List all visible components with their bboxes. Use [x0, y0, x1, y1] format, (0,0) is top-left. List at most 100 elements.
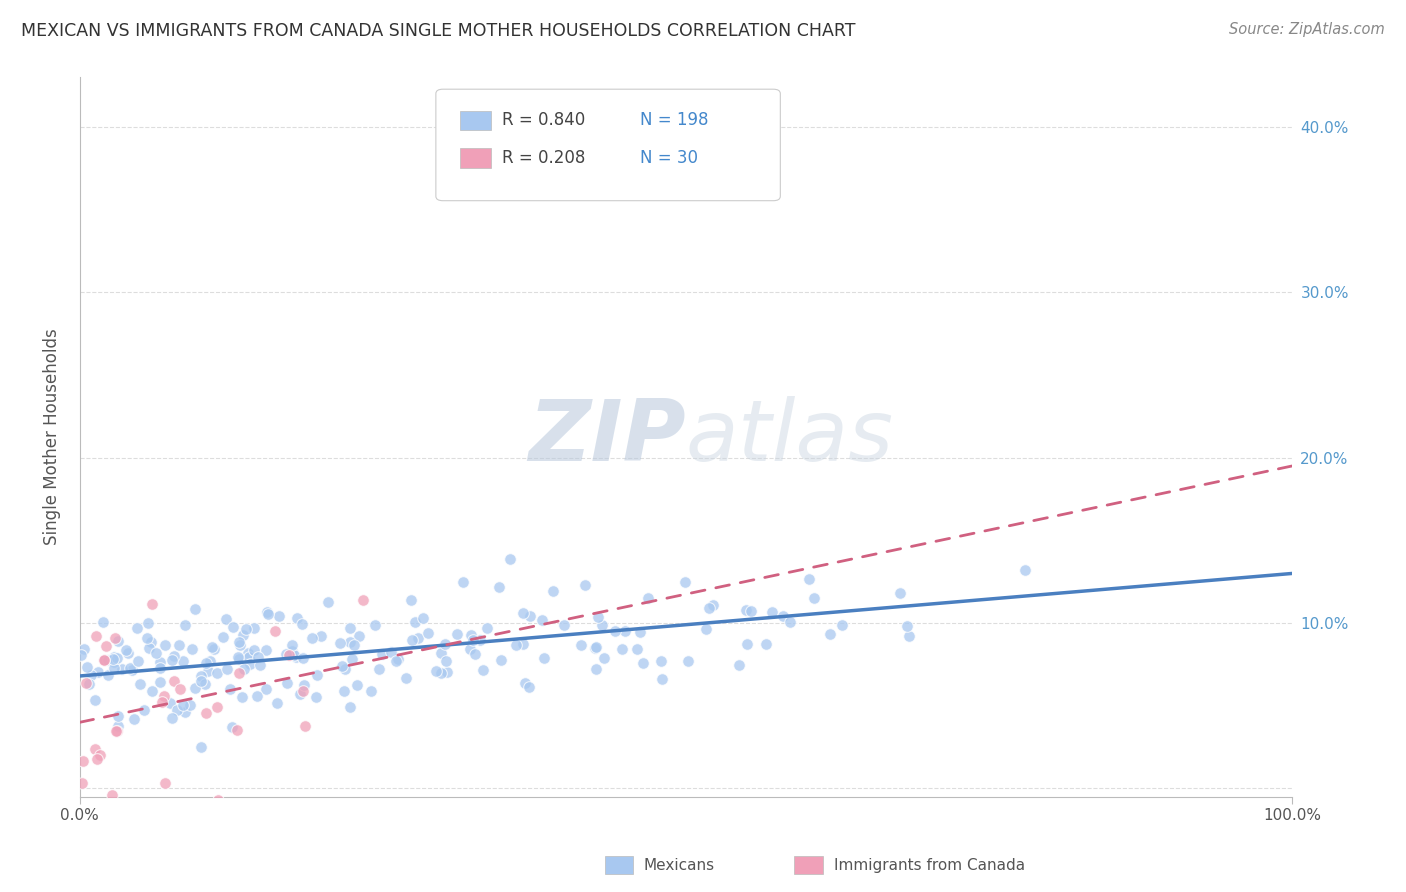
Point [167, 639, 190, 653]
Point [70, 648, 93, 662]
Point [603, 624, 626, 638]
Point [305, 668, 328, 682]
Point [222, 620, 245, 634]
Point [194, 677, 217, 691]
Point [153, 689, 176, 703]
Point [101, 788, 124, 802]
Point [239, 657, 262, 671]
Point [160, 653, 183, 667]
Point [755, 637, 778, 651]
Point [190, 673, 212, 688]
Point [896, 618, 918, 632]
Point [464, 647, 486, 661]
Point [87, 665, 110, 679]
Point [434, 637, 457, 651]
Point [488, 580, 510, 594]
Point [103, 649, 125, 664]
Point [207, 793, 229, 807]
Point [226, 649, 249, 664]
Point [401, 633, 423, 648]
Point [264, 624, 287, 638]
Point [190, 669, 212, 683]
Point [93, 653, 115, 667]
Point [105, 724, 128, 739]
Point [430, 665, 453, 680]
Point [330, 659, 353, 673]
Point [451, 575, 474, 590]
Point [232, 628, 254, 642]
Point [276, 676, 298, 690]
Point [360, 684, 382, 698]
Point [363, 617, 385, 632]
Point [73, 642, 96, 657]
Point [242, 642, 264, 657]
Point [735, 602, 758, 616]
Point [243, 621, 266, 635]
Point [221, 720, 243, 734]
Point [333, 683, 356, 698]
Point [86, 629, 108, 643]
Point [197, 664, 219, 678]
Point [517, 680, 540, 694]
Point [425, 665, 447, 679]
Point [105, 651, 128, 665]
Point [702, 599, 724, 613]
Point [583, 640, 606, 655]
Point [574, 578, 596, 592]
Y-axis label: Single Mother Households: Single Mother Households [44, 328, 60, 545]
Point [283, 648, 305, 662]
Point [735, 637, 758, 651]
Point [491, 652, 513, 666]
Point [101, 651, 124, 665]
Point [254, 643, 277, 657]
Point [195, 656, 218, 670]
Point [215, 662, 238, 676]
Point [269, 608, 291, 623]
Point [613, 624, 636, 638]
Point [593, 651, 616, 665]
Point [401, 593, 423, 607]
Point [77, 677, 100, 691]
Point [406, 632, 429, 646]
Point [676, 654, 699, 668]
Point [533, 651, 555, 665]
Point [316, 595, 339, 609]
Point [115, 643, 138, 657]
Point [797, 572, 820, 586]
Point [651, 673, 673, 687]
Text: R = 0.208: R = 0.208 [502, 149, 585, 167]
Point [610, 641, 633, 656]
Point [218, 682, 240, 697]
Text: Immigrants from Canada: Immigrants from Canada [834, 858, 1025, 872]
Point [339, 635, 361, 649]
Point [352, 592, 374, 607]
Point [650, 654, 672, 668]
Point [179, 698, 201, 712]
Point [333, 662, 356, 676]
Point [367, 662, 389, 676]
Point [434, 654, 457, 668]
Point [436, 665, 458, 679]
Point [121, 663, 143, 677]
Point [246, 649, 269, 664]
Point [184, 602, 207, 616]
Point [125, 621, 148, 635]
Point [541, 583, 564, 598]
Text: Mexicans: Mexicans [644, 858, 716, 872]
Point [371, 647, 394, 661]
Point [169, 681, 191, 696]
Point [380, 645, 402, 659]
Point [172, 698, 194, 712]
Point [181, 642, 204, 657]
Point [342, 651, 364, 665]
Point [889, 586, 911, 600]
Point [111, 662, 134, 676]
Point [89, 748, 111, 763]
Point [232, 662, 254, 676]
Point [505, 638, 527, 652]
Point [412, 611, 434, 625]
Point [83, 741, 105, 756]
Point [292, 650, 315, 665]
Point [80, 667, 103, 681]
Point [779, 615, 801, 629]
